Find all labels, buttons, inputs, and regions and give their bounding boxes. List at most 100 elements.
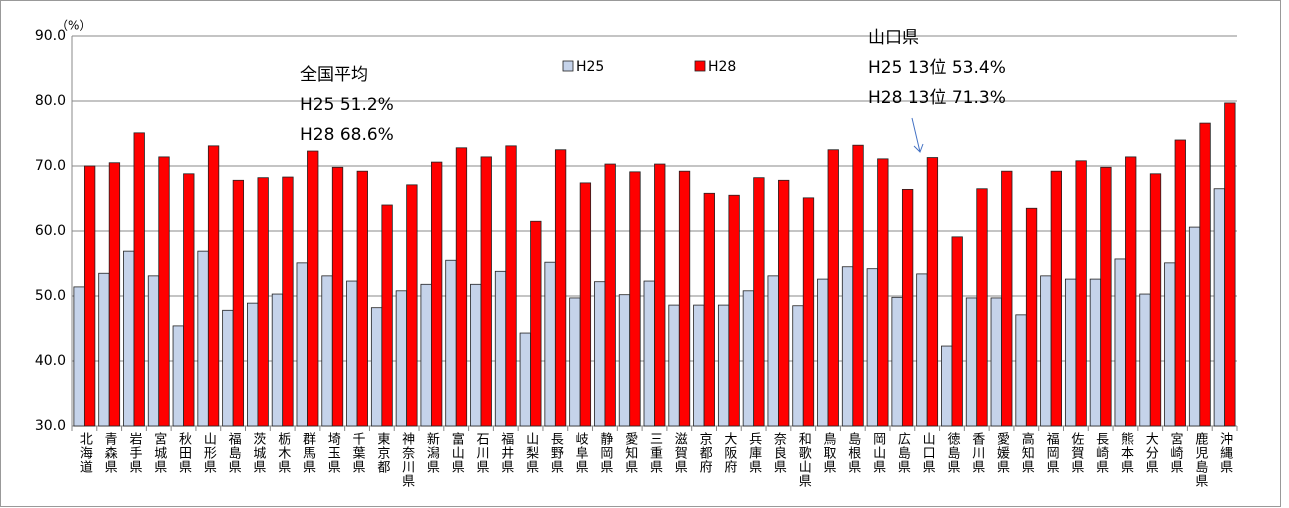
bar xyxy=(742,290,755,427)
bar xyxy=(370,307,383,427)
bar xyxy=(1064,278,1077,427)
annotation: H25 51.2% xyxy=(300,95,394,115)
bar xyxy=(197,250,209,427)
x-tick-label: 富山県 xyxy=(449,431,465,474)
bar xyxy=(519,332,531,427)
bar xyxy=(817,278,829,427)
bar xyxy=(654,163,666,427)
bar xyxy=(569,297,581,427)
bar xyxy=(172,325,184,427)
bar xyxy=(544,261,556,427)
bar xyxy=(321,275,333,427)
x-tick-label: 栃木県 xyxy=(275,432,291,474)
x-tick-label: 宮崎県 xyxy=(1168,431,1184,474)
bar xyxy=(604,163,616,427)
y-tick-label: 70.0 xyxy=(35,158,66,174)
bar xyxy=(207,145,220,427)
bar xyxy=(1025,207,1038,427)
x-tick-label: 香川県 xyxy=(969,432,985,474)
annotation: H25 13位 53.4% xyxy=(868,58,1006,78)
bar xyxy=(1139,293,1151,427)
bar xyxy=(717,304,730,427)
bar xyxy=(941,345,953,427)
x-tick-label: 三重県 xyxy=(647,432,663,474)
x-tick-label: 山形県 xyxy=(201,432,217,474)
bar xyxy=(877,158,889,427)
bar xyxy=(827,149,839,427)
bar xyxy=(381,204,393,427)
x-tick-label: 秋田県 xyxy=(176,432,192,474)
bar xyxy=(494,270,507,427)
x-tick-label: 京都府 xyxy=(697,432,713,474)
x-tick-label: 佐賀県 xyxy=(1068,432,1084,474)
bar xyxy=(1213,188,1226,427)
x-tick-label: 兵庫県 xyxy=(746,432,762,474)
bar xyxy=(965,297,978,427)
bar xyxy=(282,176,294,427)
bar xyxy=(158,156,170,427)
annotation: 山口県 xyxy=(868,28,919,48)
bar xyxy=(594,281,606,427)
x-tick-label: 山梨県 xyxy=(523,432,539,474)
bar xyxy=(976,188,988,427)
x-tick-label: 大阪府 xyxy=(721,432,737,474)
x-tick-label: 福井県 xyxy=(498,432,514,474)
bar xyxy=(926,157,939,427)
bar xyxy=(778,179,790,427)
bar xyxy=(1224,102,1236,427)
bar xyxy=(1015,314,1027,427)
bar xyxy=(1114,258,1126,427)
arrow xyxy=(911,117,924,153)
bar xyxy=(693,304,705,427)
bar xyxy=(222,309,234,427)
y-tick-label: 50.0 xyxy=(35,288,66,304)
bar xyxy=(470,283,482,427)
x-tick-label: 石川県 xyxy=(473,432,489,474)
bar xyxy=(643,280,655,427)
bar xyxy=(618,294,631,427)
bar xyxy=(579,182,592,427)
x-tick-label: 静岡県 xyxy=(597,432,613,474)
annotation: H28 13位 71.3% xyxy=(868,88,1006,108)
bar xyxy=(1199,122,1211,427)
bar xyxy=(901,188,914,427)
x-tick-label: 埼玉県 xyxy=(325,432,341,474)
x-tick-label: 鳥取県 xyxy=(821,432,837,474)
x-tick-label: 沖縄県 xyxy=(1217,432,1233,474)
bar xyxy=(307,150,319,427)
x-tick-label: 岐阜県 xyxy=(573,432,589,474)
x-tick-label: 長野県 xyxy=(548,432,564,474)
legend-swatch xyxy=(694,60,706,72)
bar xyxy=(990,297,1002,427)
bar xyxy=(406,184,418,427)
bar xyxy=(1100,166,1112,427)
bar xyxy=(629,171,641,427)
bar xyxy=(1075,160,1087,427)
bar xyxy=(1188,226,1201,427)
bar xyxy=(83,165,96,427)
x-tick-label: 和歌山県 xyxy=(796,432,812,488)
bar xyxy=(445,259,457,427)
bar xyxy=(420,283,432,427)
x-tick-label: 東京都 xyxy=(374,431,390,474)
bar xyxy=(530,220,542,427)
bar xyxy=(1050,170,1062,427)
x-tick-label: 茨城県 xyxy=(250,432,266,474)
bar xyxy=(1040,275,1052,427)
x-tick-label: 北海道 xyxy=(77,432,93,474)
y-tick-label: 80.0 xyxy=(35,93,66,109)
bar xyxy=(802,197,815,427)
x-tick-label: 宮城県 xyxy=(151,431,167,474)
bar xyxy=(1164,262,1176,427)
x-tick-label: 長崎県 xyxy=(1093,432,1109,474)
bar xyxy=(505,145,517,427)
bar xyxy=(668,304,680,427)
bar xyxy=(841,266,854,427)
bar xyxy=(183,173,195,427)
bar xyxy=(232,179,245,427)
bar xyxy=(395,290,408,427)
bar xyxy=(703,192,715,427)
bar xyxy=(73,286,85,427)
unit-label: （%） xyxy=(56,19,91,33)
bar xyxy=(257,177,269,427)
